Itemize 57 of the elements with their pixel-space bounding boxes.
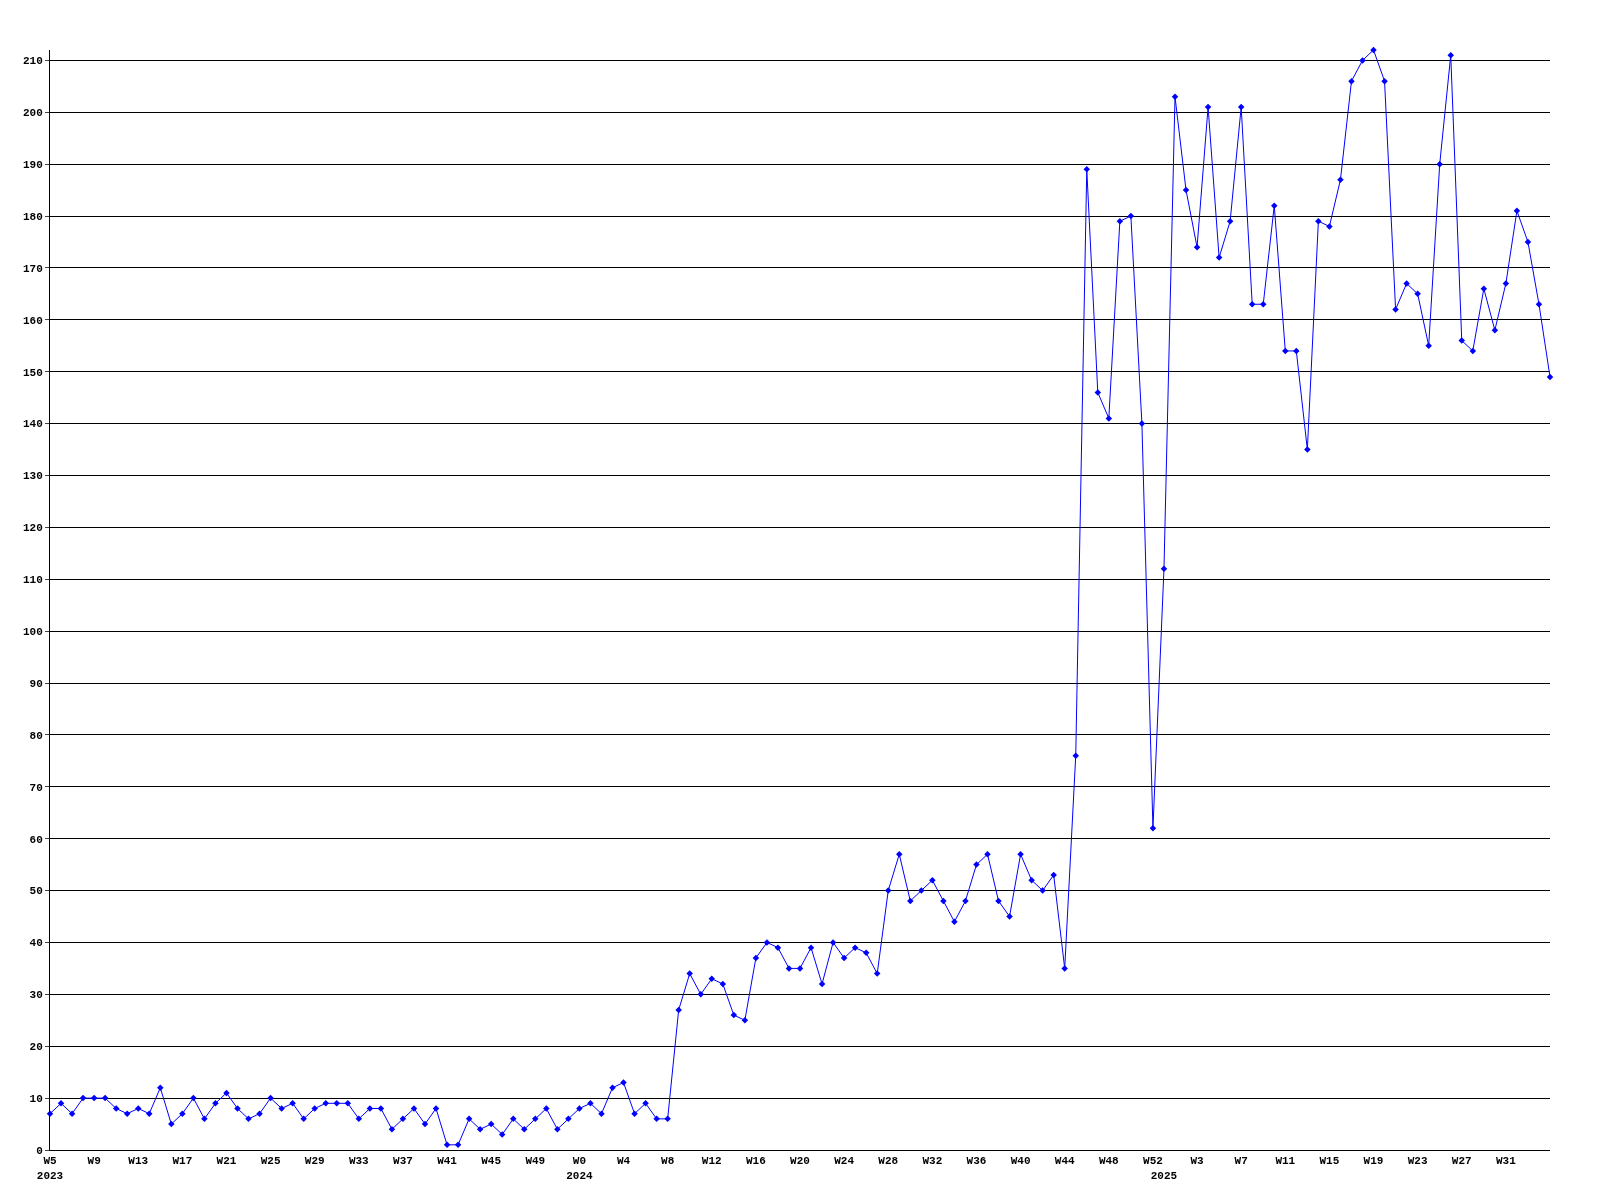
x-tick-label: W21 (216, 1155, 237, 1168)
x-tick-label: W31 (1495, 1155, 1517, 1168)
x-tick-label: W15 (1319, 1155, 1340, 1168)
x-tick-label: W0 2024 (566, 1155, 594, 1182)
y-tick-label: 30 (29, 989, 43, 1002)
x-tick-label: W12 (701, 1155, 722, 1168)
y-tick-label: 130 (22, 470, 43, 483)
x-tick-label: W16 (745, 1155, 766, 1168)
y-tick-label: 100 (22, 625, 43, 638)
y-tick-label: 160 (22, 314, 43, 327)
y-tick-label: 80 (29, 729, 43, 742)
x-tick-label: W41 (437, 1155, 458, 1168)
y-tick-label: 20 (29, 1041, 43, 1054)
x-tick-label: W36 (966, 1155, 987, 1168)
x-tick-label: W8 (661, 1155, 675, 1168)
x-tick-label: W40 (1010, 1155, 1031, 1168)
y-tick-label: 60 (29, 833, 43, 846)
x-tick-label: W37 (393, 1155, 413, 1168)
y-tick-label: 110 (22, 574, 43, 587)
x-tick-label: W7 (1234, 1155, 1248, 1168)
x-tick-label: W33 (348, 1155, 370, 1168)
y-tick-label: 150 (22, 366, 43, 379)
x-tick-label: W4 (616, 1155, 631, 1168)
y-tick-label: 200 (22, 107, 43, 120)
x-tick-label: W19 (1363, 1155, 1384, 1168)
x-tick-label: W20 (790, 1155, 810, 1168)
x-tick-label: W49 (525, 1155, 546, 1168)
x-tick-label: W29 (304, 1155, 325, 1168)
y-tick-label: 70 (29, 781, 43, 794)
x-tick-label: W25 (260, 1155, 281, 1168)
x-tick-label: W9 (87, 1155, 101, 1168)
x-tick-label: W13 (128, 1155, 149, 1168)
x-tick-label: W3 (1190, 1155, 1205, 1168)
x-tick-label: W32 (922, 1155, 943, 1168)
y-tick-label: 50 (29, 885, 43, 898)
x-tick-label: W5 2023 (36, 1155, 64, 1182)
y-tick-label: 180 (22, 210, 43, 223)
x-tick-label: W52 (1143, 1155, 1163, 1168)
y-tick-label: 40 (29, 937, 43, 950)
x-tick-label: W44 (1054, 1155, 1076, 1168)
x-tick-label: W28 (878, 1155, 899, 1168)
x-tick-label: W17 (172, 1155, 193, 1168)
x-tick-label: W24 (834, 1155, 855, 1168)
x-tick-label: W48 (1098, 1155, 1120, 1168)
x-tick-label: W11 (1275, 1155, 1296, 1168)
x-tick-label: W27 (1451, 1155, 1472, 1168)
x-tick-label: W45 (481, 1155, 502, 1168)
y-tick-label: 210 (22, 55, 43, 68)
y-tick-label: 140 (22, 418, 43, 431)
x-tick-label: 2025 (1150, 1169, 1178, 1182)
y-tick-label: 10 (29, 1092, 43, 1105)
y-tick-label: 0 (36, 1144, 43, 1157)
y-tick-label: 190 (22, 159, 43, 171)
y-tick-label: 170 (22, 262, 43, 275)
y-tick-label: 120 (22, 522, 43, 535)
y-tick-label: 90 (29, 677, 43, 690)
x-tick-label: W23 (1407, 1155, 1428, 1168)
